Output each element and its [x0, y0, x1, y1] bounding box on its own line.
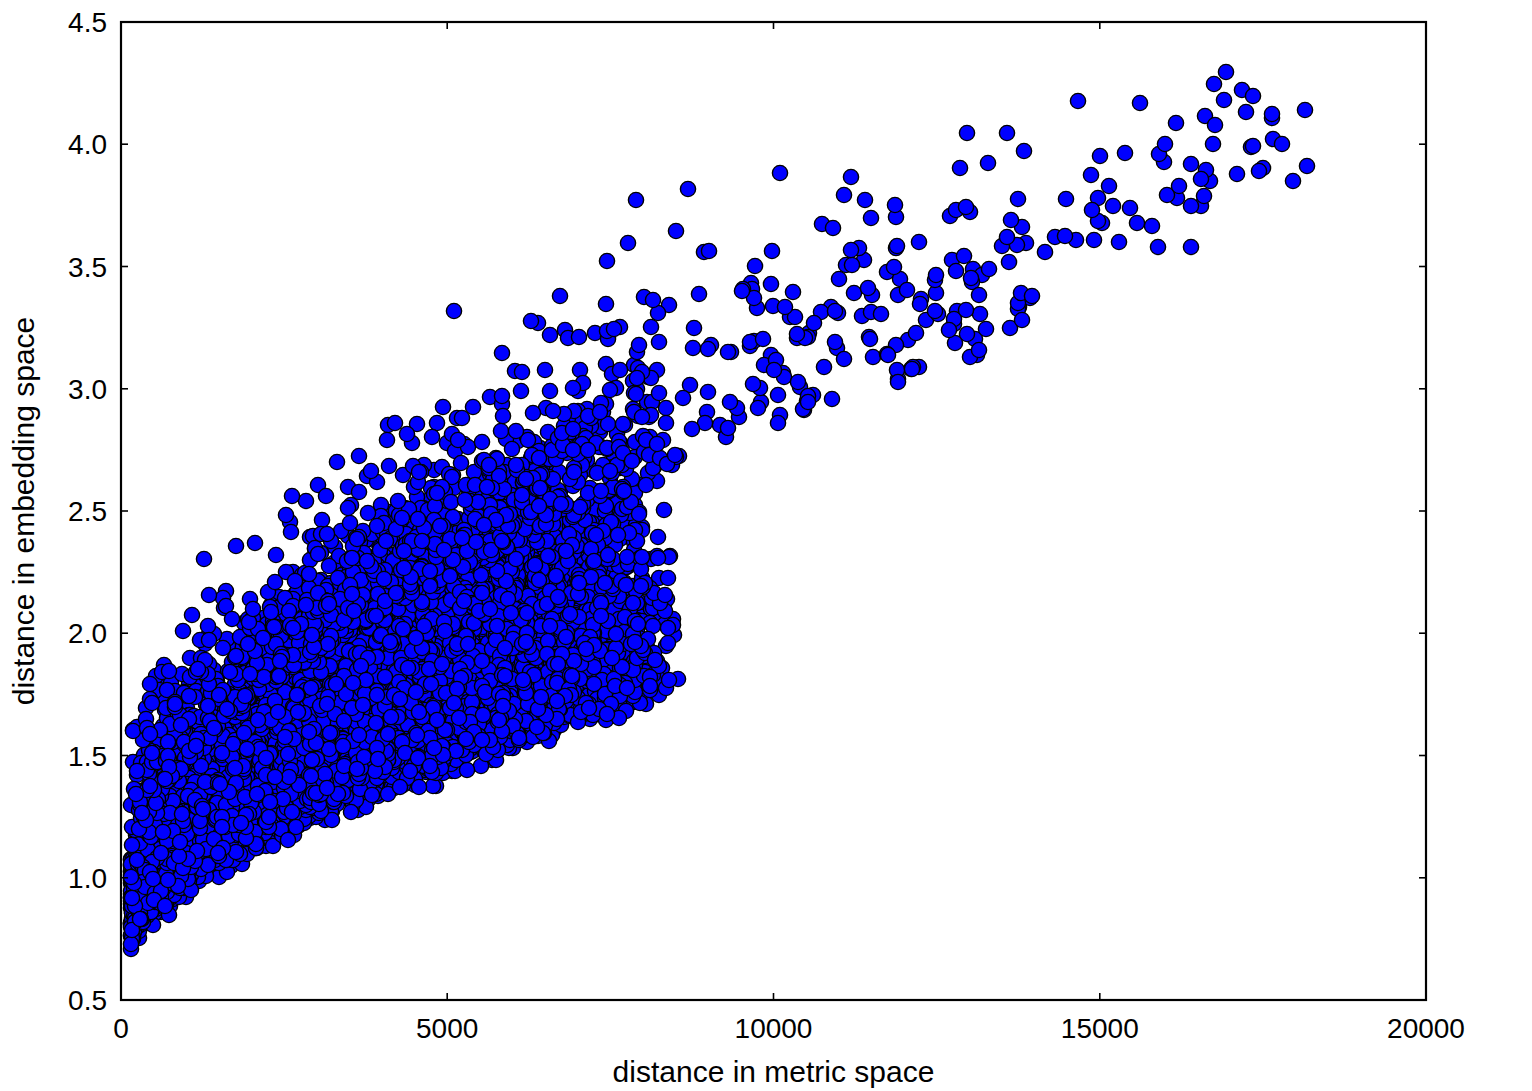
svg-text:2.5: 2.5: [68, 496, 107, 527]
svg-text:distance in embedding space: distance in embedding space: [7, 317, 40, 706]
svg-text:20000: 20000: [1387, 1013, 1465, 1044]
svg-text:4.0: 4.0: [68, 129, 107, 160]
svg-text:3.5: 3.5: [68, 252, 107, 283]
svg-text:1.0: 1.0: [68, 863, 107, 894]
svg-text:0.5: 0.5: [68, 985, 107, 1016]
svg-text:2.0: 2.0: [68, 618, 107, 649]
svg-text:distance in metric space: distance in metric space: [613, 1055, 935, 1088]
svg-text:4.5: 4.5: [68, 7, 107, 38]
svg-text:0: 0: [113, 1013, 129, 1044]
svg-text:5000: 5000: [416, 1013, 478, 1044]
svg-text:10000: 10000: [735, 1013, 813, 1044]
svg-text:15000: 15000: [1061, 1013, 1139, 1044]
svg-text:1.5: 1.5: [68, 741, 107, 772]
svg-text:3.0: 3.0: [68, 374, 107, 405]
